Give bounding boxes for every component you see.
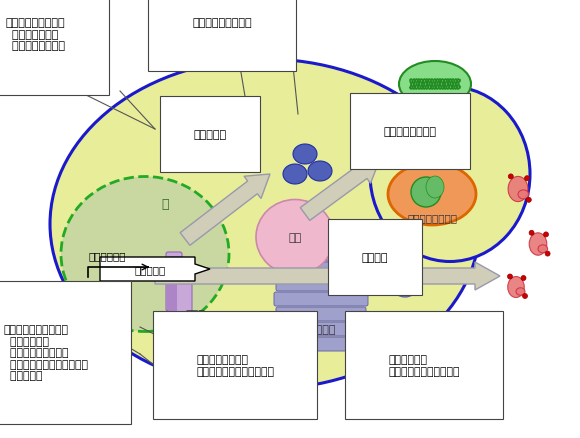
Ellipse shape bbox=[529, 231, 534, 236]
Ellipse shape bbox=[521, 276, 526, 281]
Polygon shape bbox=[155, 262, 500, 290]
Ellipse shape bbox=[411, 177, 441, 208]
Text: オルガネラ内生産: オルガネラ内生産 bbox=[383, 127, 437, 137]
Text: 発現ベクターの選択
  ・プロモーター
  ・マーカー遺伝子: 発現ベクターの選択 ・プロモーター ・マーカー遺伝子 bbox=[5, 18, 65, 51]
FancyBboxPatch shape bbox=[280, 247, 362, 261]
Text: 糖鎖付加部位変異
フォールディング効率向上: 糖鎖付加部位変異 フォールディング効率向上 bbox=[196, 354, 274, 376]
Text: 細胞内生産: 細胞内生産 bbox=[194, 130, 227, 140]
Ellipse shape bbox=[426, 177, 444, 198]
Ellipse shape bbox=[545, 251, 550, 257]
Text: 糖鎖修飾改変
プロセッシング効率向上: 糖鎖修飾改変 プロセッシング効率向上 bbox=[388, 354, 459, 376]
Ellipse shape bbox=[516, 288, 525, 296]
Ellipse shape bbox=[524, 177, 530, 181]
FancyBboxPatch shape bbox=[278, 322, 364, 336]
FancyBboxPatch shape bbox=[278, 262, 364, 276]
Ellipse shape bbox=[508, 277, 524, 298]
Polygon shape bbox=[300, 159, 380, 221]
Ellipse shape bbox=[543, 233, 549, 237]
Polygon shape bbox=[180, 175, 270, 246]
Text: プロテアーゼ欠損株: プロテアーゼ欠損株 bbox=[192, 18, 252, 28]
Ellipse shape bbox=[388, 164, 476, 226]
Ellipse shape bbox=[508, 174, 513, 180]
FancyBboxPatch shape bbox=[176, 277, 192, 321]
Ellipse shape bbox=[283, 165, 307, 184]
Ellipse shape bbox=[379, 269, 401, 285]
FancyBboxPatch shape bbox=[274, 292, 368, 306]
Text: 目的遺伝子配列の設計
  ・使用コドン
  ・分泌シグナル配列
  ・オルガネラ移行シグナル
  ・タグ配列: 目的遺伝子配列の設計 ・使用コドン ・分泌シグナル配列 ・オルガネラ移行シグナル… bbox=[3, 324, 88, 381]
FancyBboxPatch shape bbox=[174, 272, 190, 319]
FancyBboxPatch shape bbox=[166, 252, 182, 311]
Ellipse shape bbox=[370, 87, 530, 262]
Ellipse shape bbox=[50, 60, 480, 389]
Text: 液胞: 液胞 bbox=[288, 233, 302, 243]
Ellipse shape bbox=[526, 198, 531, 203]
Text: 目的遺伝子: 目的遺伝子 bbox=[135, 265, 166, 274]
Ellipse shape bbox=[508, 177, 528, 202]
FancyBboxPatch shape bbox=[276, 307, 366, 321]
FancyBboxPatch shape bbox=[172, 267, 188, 317]
Ellipse shape bbox=[61, 177, 229, 332]
Ellipse shape bbox=[394, 281, 416, 297]
Text: ペルオキシソーム: ペルオキシソーム bbox=[407, 212, 457, 223]
Text: 小胞体: 小胞体 bbox=[185, 309, 205, 319]
Ellipse shape bbox=[293, 145, 317, 165]
Text: 核: 核 bbox=[161, 198, 169, 211]
Ellipse shape bbox=[529, 233, 547, 256]
Ellipse shape bbox=[508, 274, 513, 279]
Ellipse shape bbox=[256, 200, 334, 275]
Ellipse shape bbox=[538, 245, 548, 253]
Ellipse shape bbox=[308, 162, 332, 182]
FancyBboxPatch shape bbox=[168, 258, 184, 313]
Text: 分泌生産: 分泌生産 bbox=[362, 252, 388, 262]
Ellipse shape bbox=[523, 294, 527, 299]
FancyBboxPatch shape bbox=[280, 337, 362, 351]
Ellipse shape bbox=[518, 191, 529, 199]
Text: プロモーター: プロモーター bbox=[88, 251, 125, 261]
Ellipse shape bbox=[397, 256, 419, 272]
FancyBboxPatch shape bbox=[170, 262, 186, 315]
Ellipse shape bbox=[399, 62, 471, 108]
Polygon shape bbox=[100, 258, 210, 281]
FancyBboxPatch shape bbox=[276, 277, 366, 291]
Text: ゴルジ体: ゴルジ体 bbox=[310, 324, 336, 334]
